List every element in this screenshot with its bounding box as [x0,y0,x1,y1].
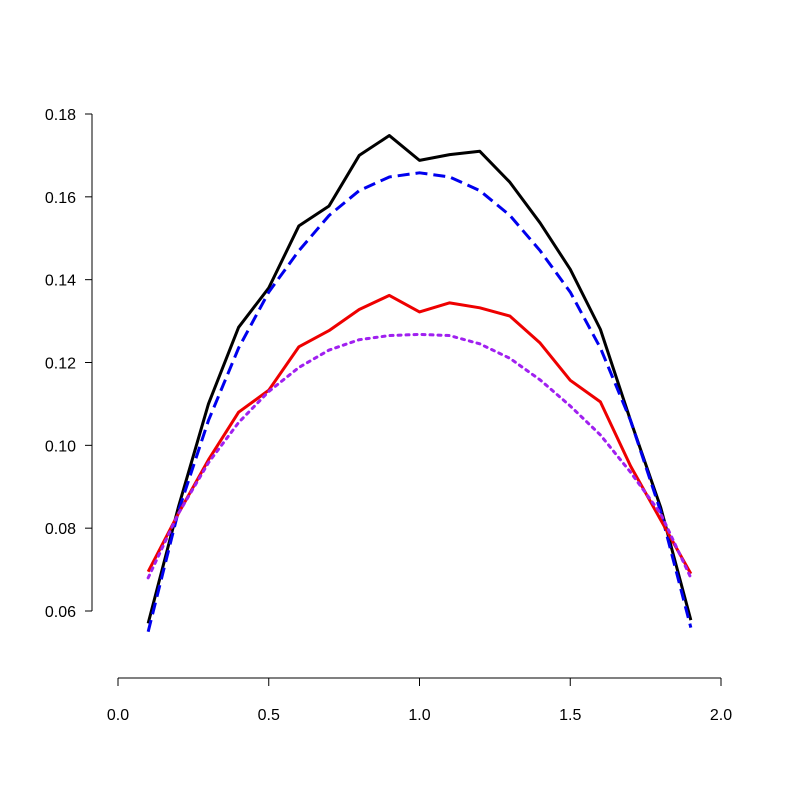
y-tick-label: 0.06 [45,604,76,621]
series-line-3 [146,293,693,575]
x-tick-label: 2.0 [710,707,732,724]
plot-lines [146,134,693,633]
y-tick-label: 0.10 [45,438,76,455]
y-tick-label: 0.18 [45,107,76,124]
series-line-2 [146,171,693,633]
y-tick-label: 0.12 [45,356,76,373]
y-tick-label: 0.14 [45,273,76,290]
x-tick-label: 1.5 [559,707,581,724]
y-axis: 0.06 0.08 0.10 0.12 0.14 0.16 0.18 [45,107,93,621]
series-line-4 [146,332,693,580]
x-tick-label: 0.0 [107,707,129,724]
x-axis: 0.0 0.5 1.0 1.5 2.0 [107,677,732,724]
x-tick-label: 1.0 [408,707,430,724]
x-tick-label: 0.5 [258,707,280,724]
y-tick-label: 0.16 [45,190,76,207]
series-line-1 [146,134,693,624]
y-tick-label: 0.08 [45,521,76,538]
